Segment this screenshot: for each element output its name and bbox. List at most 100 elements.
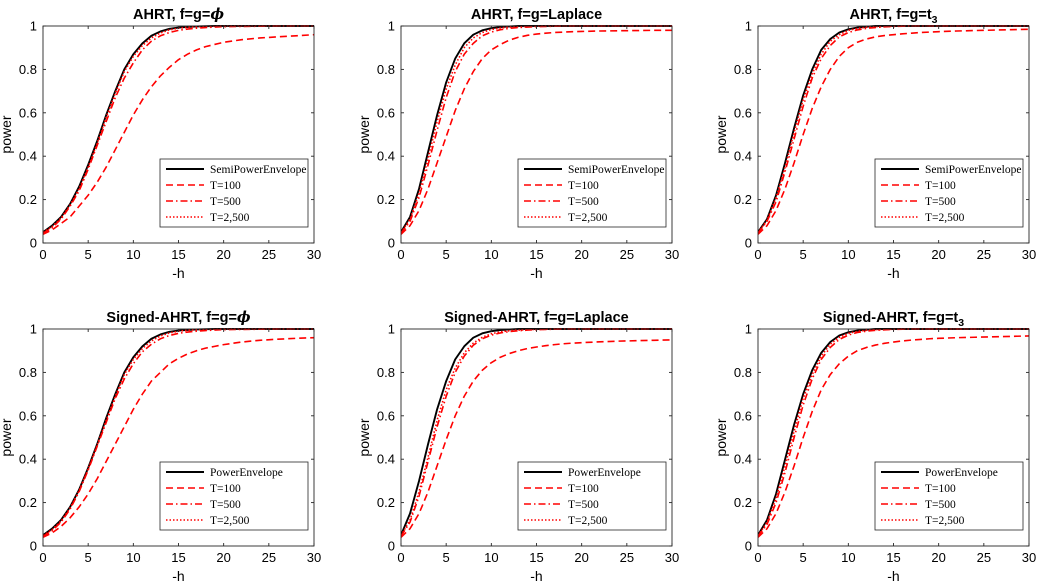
legend-label: SemiPowerEnvelope xyxy=(210,164,306,176)
y-axis-label: power xyxy=(356,418,372,456)
y-tick-label: 0 xyxy=(30,539,37,554)
x-tick-label: 30 xyxy=(1022,247,1036,262)
chart-title-text: Signed-AHRT, f=g=t xyxy=(823,310,959,326)
y-tick-label: 0 xyxy=(745,539,752,554)
legend-label: T=500 xyxy=(568,196,599,208)
legend-label: T=500 xyxy=(210,499,241,511)
series-line-t-500 xyxy=(401,328,672,537)
x-tick-label: 25 xyxy=(977,550,991,565)
x-tick-label: 30 xyxy=(665,247,679,262)
x-tick-label: 10 xyxy=(484,550,498,565)
y-tick-label: 1 xyxy=(30,19,37,34)
series-line-t-100 xyxy=(401,29,672,235)
series-line-t-100 xyxy=(43,33,314,236)
series-line-t-2-500 xyxy=(401,25,672,234)
legend-label: T=100 xyxy=(925,483,956,495)
chart-title-subscript: 3 xyxy=(958,317,964,329)
x-tick-label: 5 xyxy=(85,550,92,565)
legend-label: T=500 xyxy=(925,499,956,511)
series-line-t-100 xyxy=(758,28,1029,235)
series-line-t-500 xyxy=(758,25,1029,234)
y-tick-label: 0.2 xyxy=(377,192,395,207)
legend-label: T=100 xyxy=(210,180,241,192)
legend-label: T=2,500 xyxy=(925,212,965,224)
x-tick-label: 20 xyxy=(574,550,588,565)
legend: SemiPowerEnvelope T=100 T=500 T=2,500 xyxy=(874,158,1024,228)
y-tick-label: 0.2 xyxy=(19,192,37,207)
chart-title: Signed-AHRT, f=g=ϕ xyxy=(106,309,251,326)
legend: PowerEnvelope T=100 T=500 T=2,500 xyxy=(159,461,309,531)
chart-title-symbol: ϕ xyxy=(210,6,224,23)
y-axis-label: power xyxy=(0,418,14,456)
chart-title-symbol: ϕ xyxy=(237,309,251,326)
x-tick-label: 20 xyxy=(931,247,945,262)
chart-title: AHRT, f=g=Laplace xyxy=(471,7,602,23)
y-axis-label: power xyxy=(356,115,372,153)
x-tick-label: 30 xyxy=(307,550,321,565)
y-tick-label: 0 xyxy=(30,236,37,251)
x-tick-label: 15 xyxy=(171,550,185,565)
y-tick-label: 0 xyxy=(745,236,752,251)
x-axis-label: -h xyxy=(887,568,899,584)
legend-label: T=100 xyxy=(568,483,599,495)
legend-label: T=500 xyxy=(210,196,241,208)
y-tick-label: 0.2 xyxy=(377,495,395,510)
x-tick-label: 30 xyxy=(665,550,679,565)
chart-title-subscript: 3 xyxy=(932,14,938,26)
x-tick-label: 15 xyxy=(886,247,900,262)
series-line-t-100 xyxy=(758,335,1029,538)
series-line-t-500 xyxy=(43,25,314,234)
chart-title-text: AHRT, f=g=t xyxy=(849,7,931,23)
x-tick-label: 5 xyxy=(800,550,807,565)
chart-title: Signed-AHRT, f=g=t3 xyxy=(823,310,964,329)
legend: PowerEnvelope T=100 T=500 T=2,500 xyxy=(874,461,1024,531)
y-tick-label: 0.6 xyxy=(377,105,395,120)
x-tick-label: 10 xyxy=(126,247,140,262)
y-axis-label: power xyxy=(713,115,729,153)
y-tick-label: 0.6 xyxy=(19,408,37,423)
chart-title: Signed-AHRT, f=g=Laplace xyxy=(444,310,629,326)
legend-label: PowerEnvelope xyxy=(568,467,641,479)
y-axis-label: power xyxy=(0,115,14,153)
legend-label: T=2,500 xyxy=(568,212,608,224)
x-tick-label: 25 xyxy=(262,550,276,565)
x-axis-label: -h xyxy=(530,568,542,584)
legend: PowerEnvelope T=100 T=500 T=2,500 xyxy=(517,461,667,531)
x-tick-label: 5 xyxy=(443,550,450,565)
chart-title-text: AHRT, f=g=Laplace xyxy=(471,7,602,23)
y-tick-label: 0.4 xyxy=(377,149,395,164)
legend-label: SemiPowerEnvelope xyxy=(925,164,1021,176)
series-line-t-100 xyxy=(401,339,672,538)
x-tick-label: 15 xyxy=(171,247,185,262)
legend: SemiPowerEnvelope T=100 T=500 T=2,500 xyxy=(517,158,667,228)
x-tick-label: 20 xyxy=(931,550,945,565)
series-line-t-500 xyxy=(758,328,1029,537)
legend-label: SemiPowerEnvelope xyxy=(568,164,664,176)
x-tick-label: 10 xyxy=(841,247,855,262)
x-tick-label: 10 xyxy=(841,550,855,565)
legend-label: T=2,500 xyxy=(925,515,965,527)
y-tick-label: 0.8 xyxy=(377,365,395,380)
y-tick-label: 1 xyxy=(388,19,395,34)
legend-label: T=100 xyxy=(210,483,241,495)
legend-label: T=500 xyxy=(925,196,956,208)
x-tick-label: 5 xyxy=(443,247,450,262)
legend-label: T=100 xyxy=(568,180,599,192)
y-tick-label: 0.4 xyxy=(734,452,752,467)
legend-label: T=2,500 xyxy=(210,212,250,224)
y-tick-label: 0.2 xyxy=(734,192,752,207)
x-tick-label: 0 xyxy=(397,550,404,565)
x-tick-label: 20 xyxy=(216,247,230,262)
legend: SemiPowerEnvelope T=100 T=500 T=2,500 xyxy=(159,158,309,228)
x-tick-label: 25 xyxy=(620,550,634,565)
x-tick-label: 15 xyxy=(529,550,543,565)
x-tick-label: 20 xyxy=(216,550,230,565)
legend-box xyxy=(159,461,309,531)
legend-label: PowerEnvelope xyxy=(210,467,283,479)
x-tick-label: 30 xyxy=(1022,550,1036,565)
y-tick-label: 0.4 xyxy=(19,452,37,467)
x-tick-label: 5 xyxy=(800,247,807,262)
legend-box xyxy=(159,158,309,228)
x-axis-label: -h xyxy=(887,265,899,281)
